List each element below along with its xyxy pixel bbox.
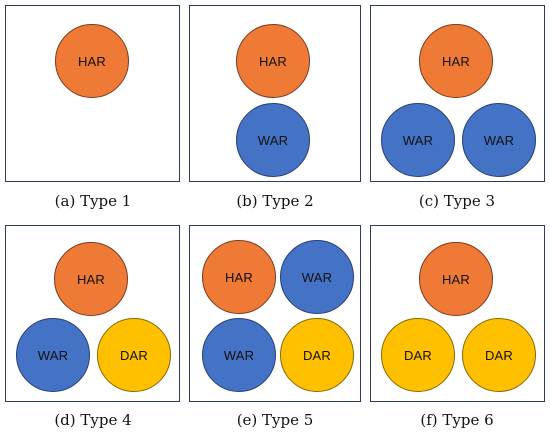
dar-circle: DAR <box>462 318 536 392</box>
har-circle: HAR <box>236 24 310 98</box>
har-circle: HAR <box>55 24 129 98</box>
panel-type-5: HAR WAR WAR DAR <box>189 225 361 402</box>
caption-type-4: (d) Type 4 <box>54 411 132 429</box>
panel-type-1: HAR <box>5 5 180 182</box>
war-circle: WAR <box>202 318 276 392</box>
war-circle: WAR <box>16 318 90 392</box>
war-circle: WAR <box>462 103 536 177</box>
war-circle: WAR <box>280 240 354 314</box>
caption-type-1: (a) Type 1 <box>54 192 132 210</box>
war-circle: WAR <box>236 103 310 177</box>
dar-circle: DAR <box>381 318 455 392</box>
caption-type-6: (f) Type 6 <box>420 411 494 429</box>
panel-type-3: HAR WAR WAR <box>370 5 545 182</box>
dar-circle: DAR <box>280 318 354 392</box>
caption-type-3: (c) Type 3 <box>418 192 496 210</box>
war-circle: WAR <box>381 103 455 177</box>
har-circle: HAR <box>202 240 276 314</box>
dar-circle: DAR <box>97 318 171 392</box>
panel-type-2: HAR WAR <box>189 5 361 182</box>
caption-type-5: (e) Type 5 <box>236 411 314 429</box>
panel-type-6: HAR DAR DAR <box>370 225 545 402</box>
panel-type-4: HAR WAR DAR <box>5 225 180 402</box>
har-circle: HAR <box>54 242 128 316</box>
caption-type-2: (b) Type 2 <box>236 192 314 210</box>
har-circle: HAR <box>419 242 493 316</box>
har-circle: HAR <box>419 24 493 98</box>
